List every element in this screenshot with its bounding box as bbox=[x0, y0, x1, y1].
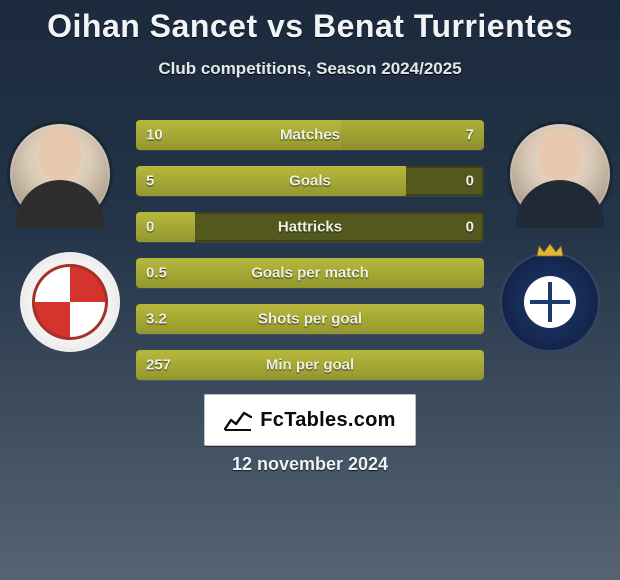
stat-row: 3.2 Shots per goal bbox=[136, 304, 484, 334]
bar-left-fill bbox=[136, 212, 195, 242]
subtitle: Club competitions, Season 2024/2025 bbox=[0, 59, 620, 79]
stat-label: Shots per goal bbox=[258, 311, 362, 328]
branding-text: FcTables.com bbox=[260, 409, 396, 432]
fctables-icon bbox=[224, 409, 252, 431]
athletic-bilbao-icon bbox=[32, 264, 108, 340]
branding-badge: FcTables.com bbox=[204, 394, 416, 446]
date-text: 12 november 2024 bbox=[232, 454, 388, 475]
stat-row: 257 Min per goal bbox=[136, 350, 484, 380]
stat-row: 0.5 Goals per match bbox=[136, 258, 484, 288]
stat-left-value: 10 bbox=[146, 127, 163, 144]
stat-row: 5 0 Goals bbox=[136, 166, 484, 196]
stat-left-value: 257 bbox=[146, 357, 171, 374]
player-right-avatar bbox=[510, 124, 610, 224]
bar-right-fill bbox=[341, 120, 484, 150]
club-left-crest bbox=[20, 252, 120, 352]
player-left-avatar bbox=[10, 124, 110, 224]
stat-right-value: 0 bbox=[466, 219, 474, 236]
stat-right-value: 0 bbox=[466, 173, 474, 190]
stat-bars: 10 7 Matches 5 0 Goals 0 0 Hattricks 0.5 Goals per… bbox=[136, 120, 484, 396]
bar-left-fill bbox=[136, 166, 406, 196]
real-sociedad-icon bbox=[524, 276, 576, 328]
stat-left-value: 0.5 bbox=[146, 265, 167, 282]
stat-right-value: 7 bbox=[466, 127, 474, 144]
page-title: Oihan Sancet vs Benat Turrientes bbox=[0, 0, 620, 45]
stat-left-value: 5 bbox=[146, 173, 154, 190]
stat-left-value: 3.2 bbox=[146, 311, 167, 328]
club-right-crest bbox=[500, 252, 600, 352]
stat-label: Matches bbox=[280, 127, 340, 144]
stat-label: Goals bbox=[289, 173, 331, 190]
stat-left-value: 0 bbox=[146, 219, 154, 236]
stat-label: Hattricks bbox=[278, 219, 342, 236]
crown-icon bbox=[535, 242, 565, 258]
comparison-card: Oihan Sancet vs Benat Turrientes Club co… bbox=[0, 0, 620, 580]
stat-label: Min per goal bbox=[266, 357, 354, 374]
stat-row: 0 0 Hattricks bbox=[136, 212, 484, 242]
stat-label: Goals per match bbox=[251, 265, 369, 282]
stat-row: 10 7 Matches bbox=[136, 120, 484, 150]
